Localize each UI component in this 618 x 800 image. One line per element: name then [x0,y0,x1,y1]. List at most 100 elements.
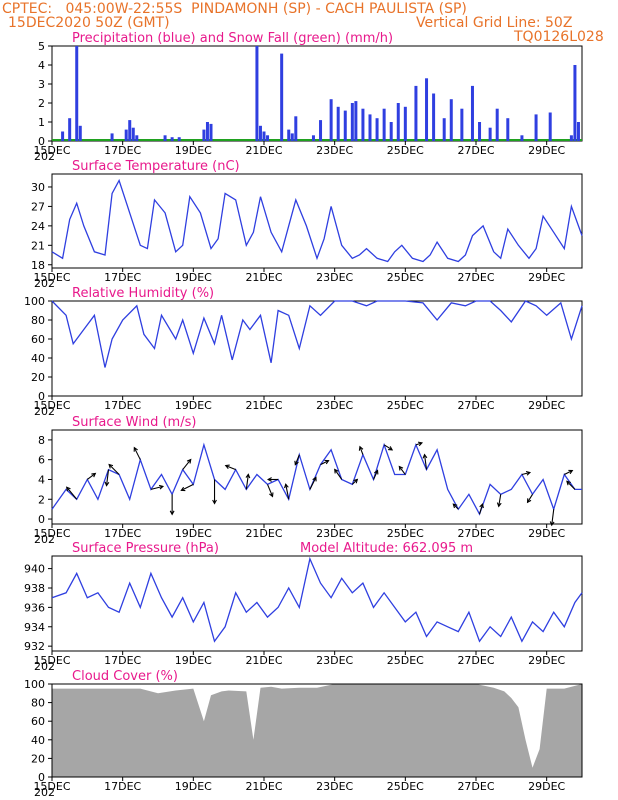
precip-bar [170,137,174,141]
x-tick-label: 17DEC [104,654,141,667]
y-tick-label: 40 [31,352,45,365]
precip-bar [61,131,65,141]
wind-arrow-head [334,468,339,474]
panel-3 [48,429,583,528]
precip-bar [75,46,79,141]
precip-bar [375,118,379,141]
precip-bar [548,112,552,141]
x-tick-label: 21DEC [245,144,282,157]
x-tick-label: 25DEC [387,780,424,793]
wind-arrow-head [180,486,186,492]
precip-bar [478,122,482,141]
x-tick-label: 29DEC [528,654,565,667]
x-tick-label: 27DEC [457,144,494,157]
wind-arrow [245,474,249,490]
x-tick-label: 15DEC [33,780,70,793]
wind-arrow [527,494,533,503]
x-tick-label: 19DEC [175,527,212,540]
wind-arrow-head [479,503,484,509]
panel-2 [48,300,583,400]
wind-arrow-head [324,459,330,465]
precip-bar [389,122,393,141]
plot-frame [51,45,583,142]
panel-title: Surface Temperature (nC) [72,159,240,174]
x-tick-label: 21DEC [245,399,282,412]
wind-arrow [285,484,290,500]
precip-bar [495,108,499,141]
panel-0 [48,45,583,145]
y-tick-label: 2 [38,493,45,506]
precip-bar [336,106,340,141]
wind-arrow-head [388,446,394,451]
x-tick-label: 27DEC [457,399,494,412]
precip-bar [177,137,181,141]
wind-arrow-head [133,446,138,452]
precip-bar [414,85,418,141]
panel-title: Surface Wind (m/s) [72,415,196,430]
cloud-cover-area [52,684,582,777]
wind-arrow [498,494,502,507]
y-tick-label: 4 [38,473,45,486]
wind-arrow-head [353,478,359,484]
precip-bar [290,133,294,141]
x-tick-label: 29DEC [528,780,565,793]
plot-frame-top [51,683,583,778]
wind-arrow-head [452,503,458,509]
y-tick-label: 0 [38,390,45,403]
x-tick-label: 15DEC [33,527,70,540]
wind-arrow-head [294,460,299,466]
wind-arrow-head [245,473,251,479]
wind-arrow [66,486,78,500]
x-tick-label: 25DEC [387,144,424,157]
y-tick-label: 6 [38,454,45,467]
wind-arrow-head [417,441,424,447]
wind-arrow-head [358,445,364,451]
y-tick-label: 4 [38,59,45,72]
header-run-date: 15DEC2020 50Z (GMT) [8,15,170,31]
y-tick-label: 932 [24,640,45,653]
y-tick-label: 8 [38,434,45,447]
y-tick-label: 80 [31,314,45,327]
series-line [51,300,583,368]
wind-arrow [359,446,364,455]
x-tick-label: 17DEC [104,780,141,793]
precip-bar [573,65,577,141]
x-tick-label: 27DEC [457,654,494,667]
y-tick-label: 80 [31,697,45,710]
plot-frame [51,555,583,652]
wind-arrow-head [568,469,574,475]
wind-arrow [423,454,428,470]
wind-arrow [294,454,300,465]
wind-arrow [383,444,393,451]
x-tick-label: 25DEC [387,399,424,412]
x-tick-label: 21DEC [245,527,282,540]
precip-bar [131,127,135,141]
y-tick-label: 938 [24,582,45,595]
wind-arrow-head [108,463,114,469]
precip-bar [124,129,128,141]
y-tick-label: 30 [31,181,45,194]
x-tick-label: 25DEC [387,271,424,284]
x-tick-label: 29DEC [528,271,565,284]
wind-arrow-head [525,470,532,476]
precip-bar [576,122,580,141]
panel-1 [48,173,583,272]
x-tick-label: 17DEC [104,271,141,284]
wind-arrow [521,471,531,476]
series-line [51,178,583,263]
x-tick-label: 27DEC [457,780,494,793]
x-tick-label: 21DEC [245,271,282,284]
x-year-label-clipped: 202 [34,405,55,418]
y-tick-label: 0 [38,771,45,784]
precip-bar [319,120,323,141]
precip-bar [506,118,510,141]
plot-frame [51,300,583,397]
x-tick-label: 29DEC [528,527,565,540]
panel-title: Cloud Cover (%) [72,669,178,684]
x-tick-label: 15DEC [33,399,70,412]
wind-arrow-head [224,464,230,470]
precip-bar [432,93,436,141]
y-tick-label: 1 [38,116,45,129]
precip-bar [425,78,429,141]
